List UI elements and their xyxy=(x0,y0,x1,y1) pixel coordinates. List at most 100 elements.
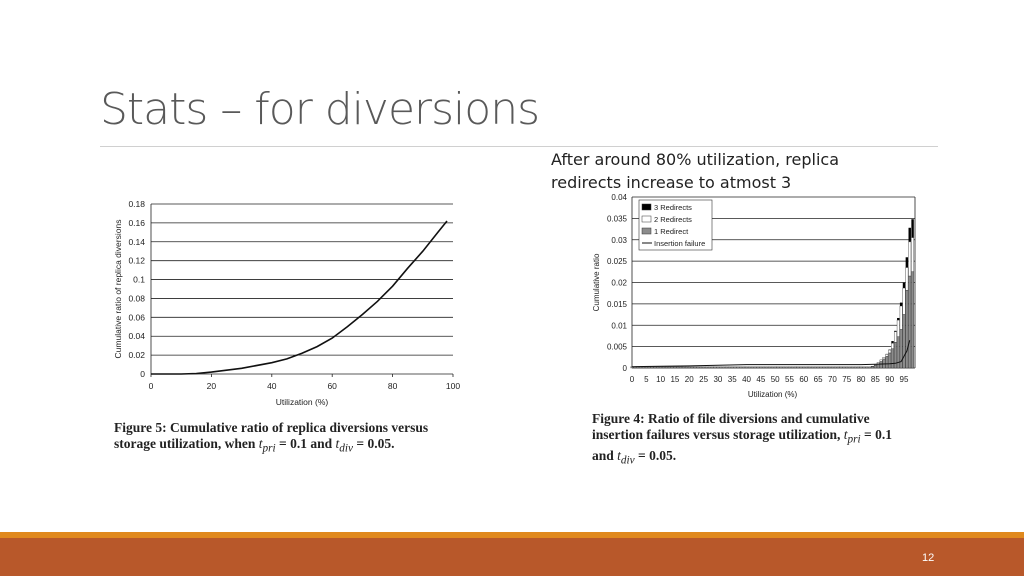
y-tick-label: 0.02 xyxy=(611,279,627,288)
caption-sub: div xyxy=(620,454,635,467)
bar-1-redirect xyxy=(713,366,717,369)
bar-1-redirect xyxy=(742,366,746,369)
bar-1-redirect xyxy=(730,366,734,369)
x-tick-label: 40 xyxy=(742,375,751,384)
legend-label: Insertion failure xyxy=(654,239,705,248)
bar-2-redirects xyxy=(902,287,906,315)
y-tick-label: 0.02 xyxy=(128,350,145,360)
bar-2-redirects xyxy=(888,349,892,354)
bar-1-redirect xyxy=(879,361,883,369)
bar-1-redirect xyxy=(659,366,662,369)
x-axis-label: Utilization (%) xyxy=(748,390,798,399)
x-axis-label: Utilization (%) xyxy=(276,397,329,407)
x-tick-label: 100 xyxy=(446,381,460,391)
bar-3-redirects xyxy=(897,317,900,321)
y-tick-label: 0.015 xyxy=(607,300,628,309)
x-tick-label: 20 xyxy=(207,381,217,391)
x-tick-label: 15 xyxy=(670,375,679,384)
legend-label: 2 Redirects xyxy=(654,215,692,224)
bar-1-redirect xyxy=(799,366,803,369)
bar-3-redirects xyxy=(899,302,903,307)
caption-text: Figure 5: Cumulative ratio of replica di… xyxy=(114,420,429,451)
bar-1-redirect xyxy=(788,366,791,369)
bar-1-redirect xyxy=(808,366,811,369)
insertion-failure-line xyxy=(631,340,911,368)
bar-1-redirect xyxy=(851,366,854,369)
y-tick-label: 0.025 xyxy=(607,257,628,266)
bar-1-redirect xyxy=(796,366,800,369)
bar-1-redirect xyxy=(753,366,757,369)
bar-1-redirect xyxy=(705,366,708,369)
bar-1-redirect xyxy=(831,366,834,369)
x-tick-label: 60 xyxy=(327,381,337,391)
figure-5-caption: Figure 5: Cumulative ratio of replica di… xyxy=(114,420,464,457)
y-tick-label: 0.03 xyxy=(611,236,627,245)
y-tick-label: 0.1 xyxy=(133,275,145,285)
bar-1-redirect xyxy=(790,366,794,369)
bar-1-redirect xyxy=(748,366,751,369)
y-tick-label: 0.08 xyxy=(128,293,145,303)
series-line xyxy=(151,220,448,375)
bar-1-redirect xyxy=(891,348,894,369)
bar-1-redirect xyxy=(630,366,634,369)
bar-1-redirect xyxy=(768,366,771,369)
bar-1-redirect xyxy=(664,366,668,369)
y-tick-label: 0.18 xyxy=(128,199,145,209)
bar-1-redirect xyxy=(828,366,831,369)
x-tick-label: 0 xyxy=(630,375,635,384)
caption-var: t xyxy=(617,447,621,463)
x-tick-label: 10 xyxy=(656,375,665,384)
bar-2-redirects xyxy=(879,359,883,362)
bar-1-redirect xyxy=(662,366,665,369)
bar-1-redirect xyxy=(868,366,872,369)
figure-4-caption: Figure 4: Ratio of file diversions and c… xyxy=(592,411,917,468)
bar-1-redirect xyxy=(656,366,660,369)
bar-1-redirect xyxy=(811,366,814,369)
bar-1-redirect xyxy=(773,366,777,369)
bar-1-redirect xyxy=(899,329,903,369)
y-axis-label: Cumulative ratio of replica diversions xyxy=(113,220,123,359)
bar-1-redirect xyxy=(871,366,874,369)
note-text: After around 80% utilization, replica re… xyxy=(551,150,839,192)
page-number: 12 xyxy=(922,552,935,564)
legend-swatch-2-redirects xyxy=(641,215,652,223)
x-tick-label: 70 xyxy=(828,375,837,384)
y-tick-label: 0 xyxy=(140,369,145,379)
bar-1-redirect xyxy=(693,366,697,369)
caption-var: t xyxy=(335,436,340,451)
caption-text: = 0.05. xyxy=(353,436,395,451)
bar-1-redirect xyxy=(816,366,820,369)
bar-1-redirect xyxy=(667,366,671,369)
bar-1-redirect xyxy=(687,366,691,369)
caption-sub: div xyxy=(339,442,354,455)
bar-1-redirect xyxy=(859,366,863,369)
bar-2-redirects xyxy=(891,343,894,349)
bar-3-redirects xyxy=(908,227,911,242)
bar-1-redirect xyxy=(759,366,763,369)
x-tick-label: 40 xyxy=(267,381,277,391)
bar-1-redirect xyxy=(685,366,688,369)
x-tick-label: 75 xyxy=(842,375,851,384)
y-tick-label: 0.12 xyxy=(128,256,145,266)
bar-2-redirects xyxy=(905,267,909,291)
bar-1-redirect xyxy=(782,366,786,369)
bar-1-redirect xyxy=(745,366,748,369)
bar-3-redirects xyxy=(894,330,897,332)
bar-1-redirect xyxy=(862,366,866,369)
bar-1-redirect xyxy=(853,366,857,369)
x-tick-label: 25 xyxy=(699,375,708,384)
slide-note: After around 80% utilization, replica re… xyxy=(551,148,851,194)
x-tick-label: 65 xyxy=(814,375,823,384)
x-tick-label: 95 xyxy=(900,375,909,384)
x-tick-label: 60 xyxy=(799,375,808,384)
footer-bar xyxy=(0,538,1024,576)
bar-1-redirect xyxy=(842,366,846,369)
bar-1-redirect xyxy=(670,366,674,369)
bar-1-redirect xyxy=(722,366,725,369)
bar-1-redirect xyxy=(836,366,840,369)
bar-1-redirect xyxy=(888,352,892,369)
bar-1-redirect xyxy=(739,366,743,369)
bar-1-redirect xyxy=(896,336,900,369)
bar-1-redirect xyxy=(856,366,860,369)
